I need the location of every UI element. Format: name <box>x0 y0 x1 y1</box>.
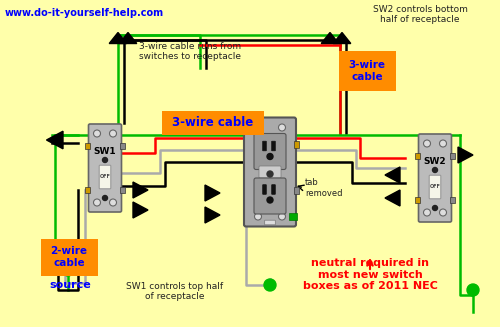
Text: www.do-it-yourself-help.com: www.do-it-yourself-help.com <box>5 8 164 18</box>
FancyBboxPatch shape <box>254 133 286 169</box>
Circle shape <box>424 140 430 147</box>
Text: SW1 controls top half
of receptacle: SW1 controls top half of receptacle <box>126 282 224 301</box>
FancyBboxPatch shape <box>259 166 281 178</box>
Circle shape <box>102 158 108 163</box>
Circle shape <box>62 264 74 276</box>
FancyBboxPatch shape <box>88 124 122 212</box>
Text: 2-wire
cable: 2-wire cable <box>50 246 88 268</box>
Polygon shape <box>385 190 400 206</box>
Polygon shape <box>133 182 148 198</box>
FancyBboxPatch shape <box>450 197 455 203</box>
Circle shape <box>94 130 100 137</box>
Circle shape <box>254 124 262 131</box>
Text: OFF: OFF <box>430 183 440 188</box>
FancyBboxPatch shape <box>262 185 266 194</box>
FancyBboxPatch shape <box>294 187 299 194</box>
Circle shape <box>264 279 276 291</box>
Circle shape <box>432 167 438 173</box>
Polygon shape <box>333 32 351 43</box>
Text: SW2 controls bottom
half of receptacle: SW2 controls bottom half of receptacle <box>372 5 468 25</box>
Circle shape <box>467 284 479 296</box>
Circle shape <box>267 197 273 203</box>
FancyBboxPatch shape <box>264 220 276 225</box>
FancyBboxPatch shape <box>415 197 420 203</box>
Text: neutral required in
most new switch
boxes as of 2011 NEC: neutral required in most new switch boxe… <box>302 258 438 291</box>
FancyBboxPatch shape <box>450 153 455 159</box>
FancyBboxPatch shape <box>244 117 296 227</box>
FancyBboxPatch shape <box>85 143 90 149</box>
Text: 3-wire cable: 3-wire cable <box>172 116 254 129</box>
Polygon shape <box>458 147 473 163</box>
Polygon shape <box>133 202 148 218</box>
FancyBboxPatch shape <box>418 134 452 222</box>
Circle shape <box>94 199 100 206</box>
Text: tab
removed: tab removed <box>305 178 343 198</box>
FancyBboxPatch shape <box>41 239 98 276</box>
FancyBboxPatch shape <box>294 141 299 148</box>
FancyBboxPatch shape <box>429 175 441 199</box>
FancyBboxPatch shape <box>120 187 125 193</box>
Circle shape <box>102 196 108 200</box>
Circle shape <box>110 130 116 137</box>
FancyBboxPatch shape <box>262 141 266 151</box>
FancyBboxPatch shape <box>99 165 111 189</box>
Text: 3-wire
cable: 3-wire cable <box>348 60 386 82</box>
Circle shape <box>254 213 262 220</box>
Text: SW2: SW2 <box>424 157 446 165</box>
FancyBboxPatch shape <box>162 111 264 135</box>
Text: SW1: SW1 <box>94 146 116 156</box>
Polygon shape <box>119 32 137 43</box>
Circle shape <box>110 199 116 206</box>
FancyBboxPatch shape <box>254 178 286 214</box>
Polygon shape <box>205 185 220 201</box>
Circle shape <box>424 209 430 216</box>
Circle shape <box>267 153 273 160</box>
FancyBboxPatch shape <box>272 185 276 194</box>
Circle shape <box>267 171 273 177</box>
Text: source: source <box>49 280 91 290</box>
FancyBboxPatch shape <box>339 51 396 91</box>
Polygon shape <box>109 32 127 43</box>
Polygon shape <box>46 131 63 149</box>
Circle shape <box>278 213 285 220</box>
FancyBboxPatch shape <box>415 153 420 159</box>
Circle shape <box>440 209 446 216</box>
FancyBboxPatch shape <box>289 213 297 219</box>
Polygon shape <box>385 167 400 183</box>
Circle shape <box>432 205 438 211</box>
Text: OFF: OFF <box>100 174 110 179</box>
Circle shape <box>278 124 285 131</box>
FancyBboxPatch shape <box>85 187 90 193</box>
Polygon shape <box>321 32 339 43</box>
FancyBboxPatch shape <box>272 141 276 151</box>
Circle shape <box>440 140 446 147</box>
Polygon shape <box>205 207 220 223</box>
FancyBboxPatch shape <box>120 143 125 149</box>
Text: 3-wire cable runs from
switches to receptacle: 3-wire cable runs from switches to recep… <box>139 42 241 61</box>
